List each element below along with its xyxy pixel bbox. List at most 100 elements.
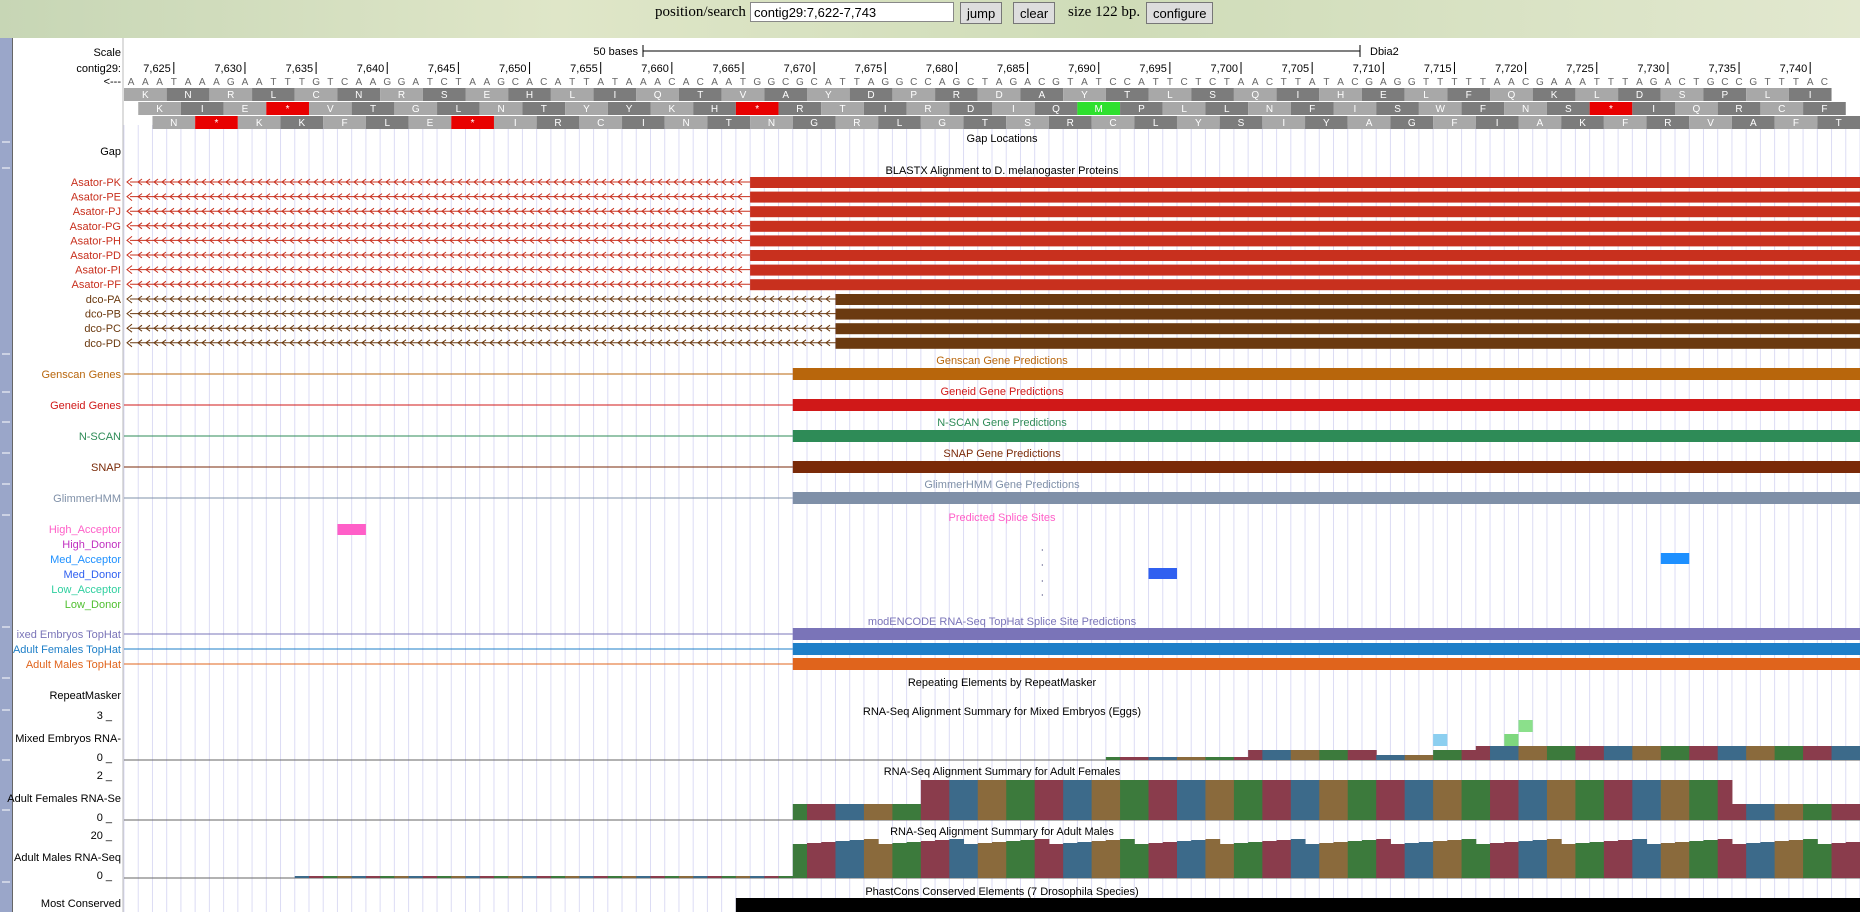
amino-acid: I — [614, 90, 617, 101]
strand-arrow — [729, 193, 735, 200]
base-letter: C — [1735, 77, 1742, 88]
base-letter: A — [1551, 77, 1558, 88]
strand-arrow — [401, 266, 407, 273]
amino-acid: Q — [1507, 90, 1515, 101]
coverage-bar — [1589, 746, 1605, 760]
codon-cell — [1191, 88, 1234, 101]
strand-arrow — [721, 207, 727, 215]
strand-arrow — [145, 237, 151, 244]
codon-cell — [237, 116, 281, 129]
strand-arrow — [569, 310, 575, 317]
codon-cell — [1618, 88, 1661, 101]
strand-arrow — [609, 310, 615, 317]
strand-arrow — [305, 193, 311, 200]
strand-arrow — [649, 251, 655, 259]
strand-arrow — [313, 193, 319, 200]
alignment-label: Asator-PF — [71, 279, 121, 291]
codon-cell — [1461, 102, 1505, 115]
configure-button[interactable]: configure — [1146, 2, 1214, 24]
strand-arrow — [697, 324, 703, 332]
track-drag-handles[interactable] — [0, 38, 13, 912]
strand-arrow — [465, 324, 471, 332]
amino-acid: T — [982, 118, 988, 129]
amino-acid: V — [740, 90, 747, 101]
amino-acid: R — [554, 118, 561, 129]
strand-arrow — [465, 193, 471, 200]
strand-arrow — [561, 207, 567, 215]
amino-acid: G — [938, 118, 946, 129]
strand-arrow — [801, 324, 807, 332]
coverage-bar — [963, 844, 979, 878]
coverage-bar — [508, 876, 523, 878]
coverage-bar — [1490, 843, 1505, 878]
coverage-bar — [1276, 840, 1292, 878]
codon-cell — [1660, 88, 1704, 101]
strand-arrow — [665, 339, 671, 347]
jump-button[interactable]: jump — [960, 2, 1003, 24]
coverage-bar — [1731, 746, 1747, 760]
coverage-bar — [1418, 842, 1434, 878]
coverage-bar — [1276, 750, 1292, 760]
strand-arrow — [553, 178, 559, 186]
strand-arrow — [321, 280, 327, 288]
clear-button[interactable]: clear — [1013, 2, 1056, 24]
strand-arrow — [561, 251, 567, 259]
codon-cell — [380, 88, 423, 101]
amino-acid: L — [384, 118, 390, 129]
codon-cell — [707, 116, 751, 129]
assembly-label: Dbia2 — [1370, 46, 1399, 58]
strand-arrow — [193, 207, 199, 215]
strand-arrow — [553, 280, 559, 288]
strand-arrow — [185, 324, 191, 332]
strand-arrow — [161, 310, 167, 317]
strand-arrow — [561, 237, 567, 244]
strand-arrow — [673, 237, 679, 244]
strand-arrow — [169, 310, 175, 317]
coverage-bar — [437, 876, 452, 878]
position-search-input[interactable] — [750, 2, 954, 22]
strand-arrow — [473, 266, 479, 273]
base-letter: T — [612, 77, 618, 88]
strand-arrow — [265, 222, 271, 230]
strand-arrow — [721, 295, 727, 303]
strand-arrow — [601, 237, 607, 244]
strand-arrow — [145, 280, 151, 288]
coverage-bar — [807, 843, 822, 878]
amino-acid: C — [312, 90, 319, 101]
codon-cell — [422, 88, 466, 101]
strand-arrow — [217, 324, 223, 332]
strand-arrow — [545, 178, 551, 186]
base-letter: A — [199, 77, 206, 88]
coverage-bar — [821, 842, 836, 878]
codon-cell — [565, 102, 608, 115]
strand-arrow — [497, 324, 503, 332]
codon-cell — [1746, 88, 1789, 101]
strand-arrow — [217, 193, 223, 200]
strand-arrow — [673, 251, 679, 259]
strand-arrow — [537, 324, 543, 332]
strand-arrow — [377, 280, 383, 288]
gene-exon — [792, 492, 1860, 504]
strand-arrow — [225, 310, 231, 317]
base-letter: A — [711, 77, 718, 88]
coverage-bar — [1817, 746, 1833, 760]
strand-arrow — [817, 324, 823, 332]
amino-acid: N — [1266, 104, 1273, 115]
strand-arrow — [657, 207, 663, 215]
coverage-bar — [906, 804, 922, 820]
coverage-bar — [1760, 804, 1776, 820]
strand-arrow — [201, 193, 207, 200]
coverage-bar — [1376, 780, 1391, 820]
strand-arrow — [161, 266, 167, 273]
base-letter: G — [768, 77, 776, 88]
coverage-bar — [1689, 746, 1704, 760]
base-letter: G — [1536, 77, 1544, 88]
strand-arrow — [633, 280, 639, 288]
strand-arrow — [401, 295, 407, 303]
strand-arrow — [609, 237, 615, 244]
strand-arrow — [505, 222, 511, 230]
coverage-bar — [920, 841, 936, 878]
coverage-bar — [1447, 840, 1463, 878]
strand-arrow — [729, 280, 735, 288]
